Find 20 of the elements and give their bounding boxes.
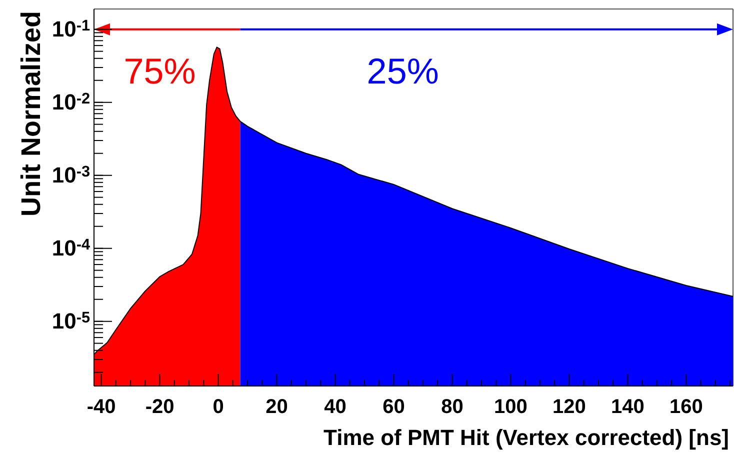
y-tick-label: 10$^{-2}$: [52, 89, 90, 114]
x-tick-label: 80: [441, 396, 464, 418]
y-tick-label: 10$^{-5}$: [52, 308, 90, 334]
x-tick-label: 0: [212, 396, 224, 418]
y-axis-title: Unit Normalized: [16, 11, 46, 217]
y-tick-label: 10$^{-4}$: [52, 235, 90, 260]
y-tick-label: 10$^{-1}$: [52, 16, 90, 42]
x-tick-label: 120: [552, 396, 586, 418]
x-tick-label: 40: [324, 396, 346, 418]
x-tick-label: -20: [145, 396, 174, 418]
x-tick-label: 140: [611, 396, 644, 418]
x-axis-title: Time of PMT Hit (Vertex corrected) [ns]: [324, 425, 729, 450]
x-tick-label: 20: [266, 396, 288, 418]
x-tick-label: 60: [382, 396, 405, 418]
y-tick-label: 10$^{-3}$: [52, 162, 90, 188]
x-tick-label: 100: [494, 396, 528, 418]
annotation: 75%: [124, 50, 196, 92]
annotation: 25%: [366, 50, 439, 92]
x-tick-label: 160: [670, 396, 703, 418]
x-tick-label: -40: [86, 396, 116, 418]
